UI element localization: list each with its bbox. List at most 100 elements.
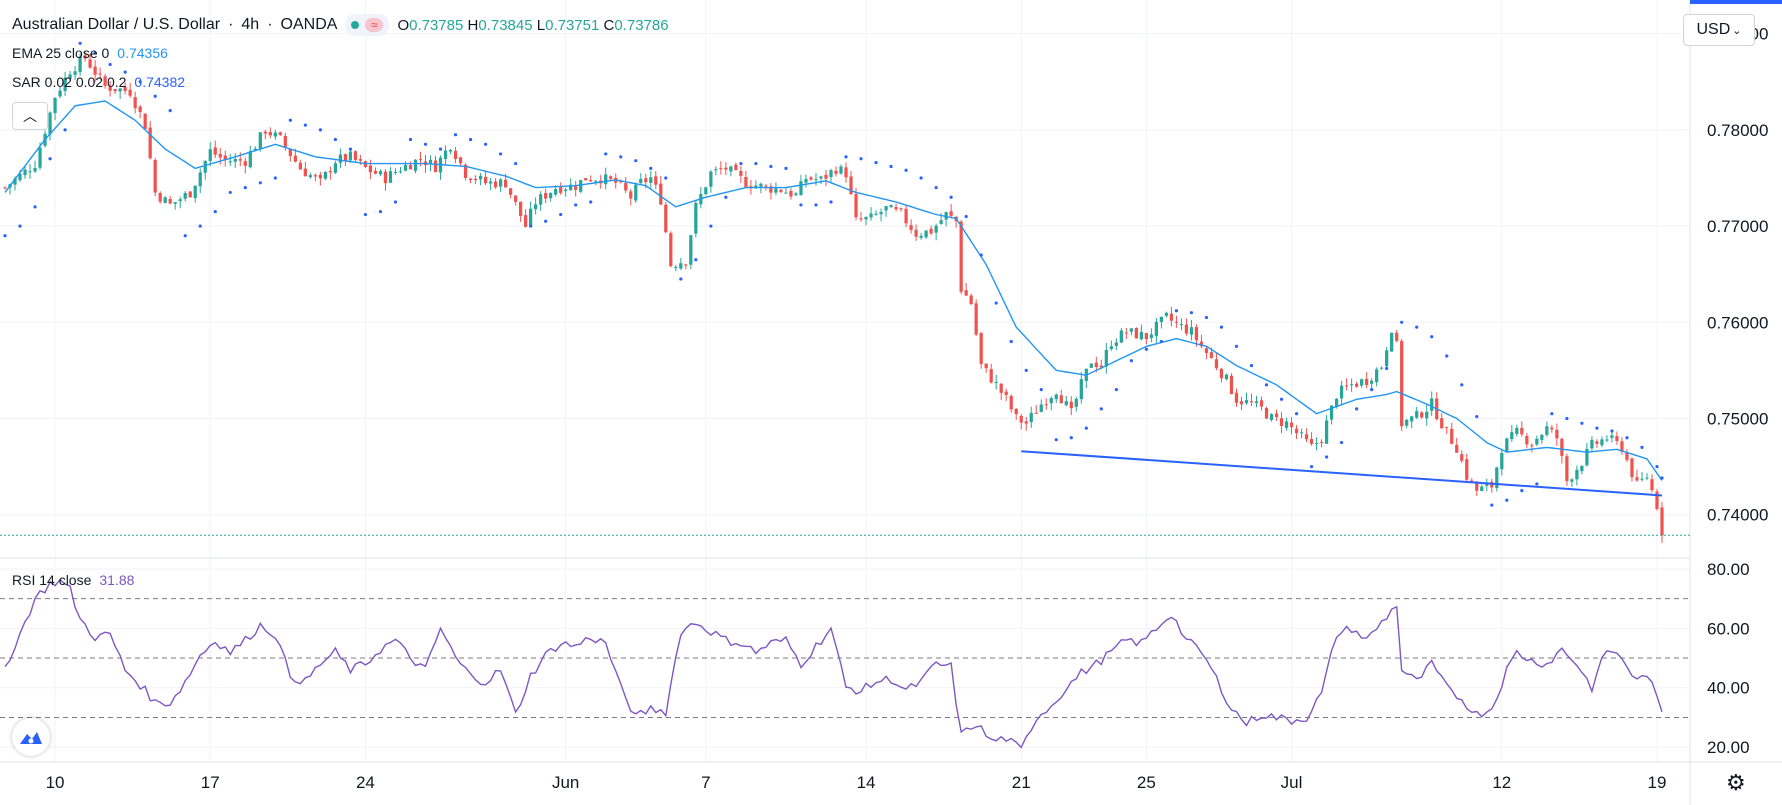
candle-body	[1610, 435, 1614, 438]
candle-body	[1375, 369, 1379, 383]
legend-separator: ·	[228, 16, 234, 33]
candle-body	[1119, 330, 1123, 343]
candle-body	[1615, 436, 1619, 442]
symbol-title[interactable]: Australian Dollar / U.S. Dollar	[12, 16, 221, 33]
sar-dot	[889, 164, 893, 169]
sar-dot	[784, 166, 788, 170]
candle-body	[674, 267, 678, 269]
candle-body	[383, 171, 388, 184]
exchange-label: OANDA	[280, 16, 338, 33]
sar-dot	[108, 62, 112, 67]
interval-label[interactable]: 4h	[241, 16, 260, 33]
sar-dot	[1249, 363, 1254, 368]
candle-body	[258, 132, 262, 149]
candle-body	[794, 193, 798, 196]
sar-dot	[93, 51, 97, 55]
price-axis[interactable]: 0.790000.780000.770000.760000.750000.740…	[1707, 25, 1768, 525]
symbol-legend[interactable]: Australian Dollar / U.S. Dollar · 4h · O…	[12, 14, 669, 36]
candle-body	[1239, 401, 1244, 405]
candle-body	[969, 295, 973, 305]
candle-body	[784, 192, 788, 194]
candle-body	[1244, 400, 1249, 404]
rsi-value: 31.88	[99, 572, 135, 588]
candle-body	[83, 55, 87, 59]
candle-body	[1249, 401, 1254, 403]
candle-body	[473, 178, 478, 181]
candle-body	[1114, 342, 1118, 346]
candle-body	[1650, 479, 1654, 491]
sar-dot	[1660, 476, 1664, 480]
candle-body	[503, 179, 508, 188]
sar-dot	[288, 118, 292, 122]
sar-dot	[874, 160, 878, 165]
rsi-tick-label: 80.00	[1707, 560, 1750, 579]
sar-dot	[378, 210, 383, 214]
sar-dot	[1009, 339, 1013, 344]
sar-dot	[1595, 426, 1599, 430]
collapse-legend-button[interactable]: ︿	[12, 102, 48, 130]
candle-body	[173, 202, 177, 204]
candle-body	[1580, 465, 1584, 472]
candle-body	[1645, 477, 1649, 479]
candle-body	[338, 154, 343, 163]
candle-body	[584, 178, 588, 181]
support-trendline[interactable]	[1021, 450, 1663, 497]
candle-body	[999, 383, 1003, 393]
gear-icon[interactable]: ⚙	[1726, 770, 1746, 795]
candle-body	[1004, 391, 1008, 395]
candle-body	[48, 112, 52, 135]
candle-body	[1339, 385, 1344, 399]
currency-selector[interactable]: USD ⌄	[1683, 14, 1755, 46]
sar-dot	[574, 203, 578, 207]
candle-body	[1420, 412, 1424, 418]
rsi-axis[interactable]: 80.00 60.00 40.00 20.00	[1707, 560, 1750, 757]
ema-legend[interactable]: EMA 25 close 0 0.74356	[12, 45, 168, 61]
sar-dot	[153, 94, 157, 98]
candle-body	[1039, 404, 1043, 412]
sar-dot	[483, 142, 488, 146]
sar-dot	[438, 147, 443, 151]
candle-body	[1590, 439, 1594, 449]
candle-body	[539, 194, 543, 205]
candle-body	[1159, 316, 1164, 322]
candle-body	[849, 176, 853, 195]
market-status[interactable]: ≈	[345, 14, 390, 36]
sar-dot	[1309, 465, 1314, 469]
candle-body	[263, 131, 267, 134]
candle-body	[418, 159, 423, 161]
candle-body	[709, 171, 713, 187]
sar-dot	[1430, 335, 1434, 339]
candle-body	[619, 181, 623, 183]
candle-body	[994, 382, 998, 384]
candle-body	[183, 193, 187, 199]
sar-dot	[168, 109, 172, 113]
candle-body	[529, 208, 533, 226]
sar-dot	[814, 203, 818, 207]
candle-body	[1470, 480, 1474, 482]
rsi-legend[interactable]: RSI 14 close 31.88	[12, 572, 134, 588]
candle-body	[443, 150, 448, 159]
candle-body	[679, 263, 683, 269]
sar-dot	[138, 80, 142, 84]
rsi-levels	[0, 598, 1690, 718]
candle-body	[984, 363, 988, 369]
sar-dot	[3, 234, 7, 238]
rsi-tick-label: 60.00	[1707, 619, 1750, 638]
tradingview-logo-icon[interactable]	[12, 718, 50, 756]
sar-dot	[1610, 429, 1614, 433]
candle-body	[1204, 348, 1209, 353]
candle-body	[764, 185, 768, 187]
sar-dot	[994, 301, 998, 305]
candle-body	[98, 73, 102, 75]
sar-dot	[1084, 426, 1088, 430]
candle-body	[488, 181, 493, 184]
sar-legend[interactable]: SAR 0.02 0.02 0.2 0.74382	[12, 74, 185, 90]
sar-dot	[919, 176, 923, 180]
candle-body	[1565, 456, 1569, 482]
candle-body	[1129, 328, 1133, 332]
sar-dot	[1475, 414, 1479, 419]
time-axis[interactable]: 10 17 24 Jun 7 14 21 25 Jul 12 19	[46, 773, 1667, 792]
candle-body	[178, 199, 182, 202]
candle-body	[919, 235, 923, 238]
